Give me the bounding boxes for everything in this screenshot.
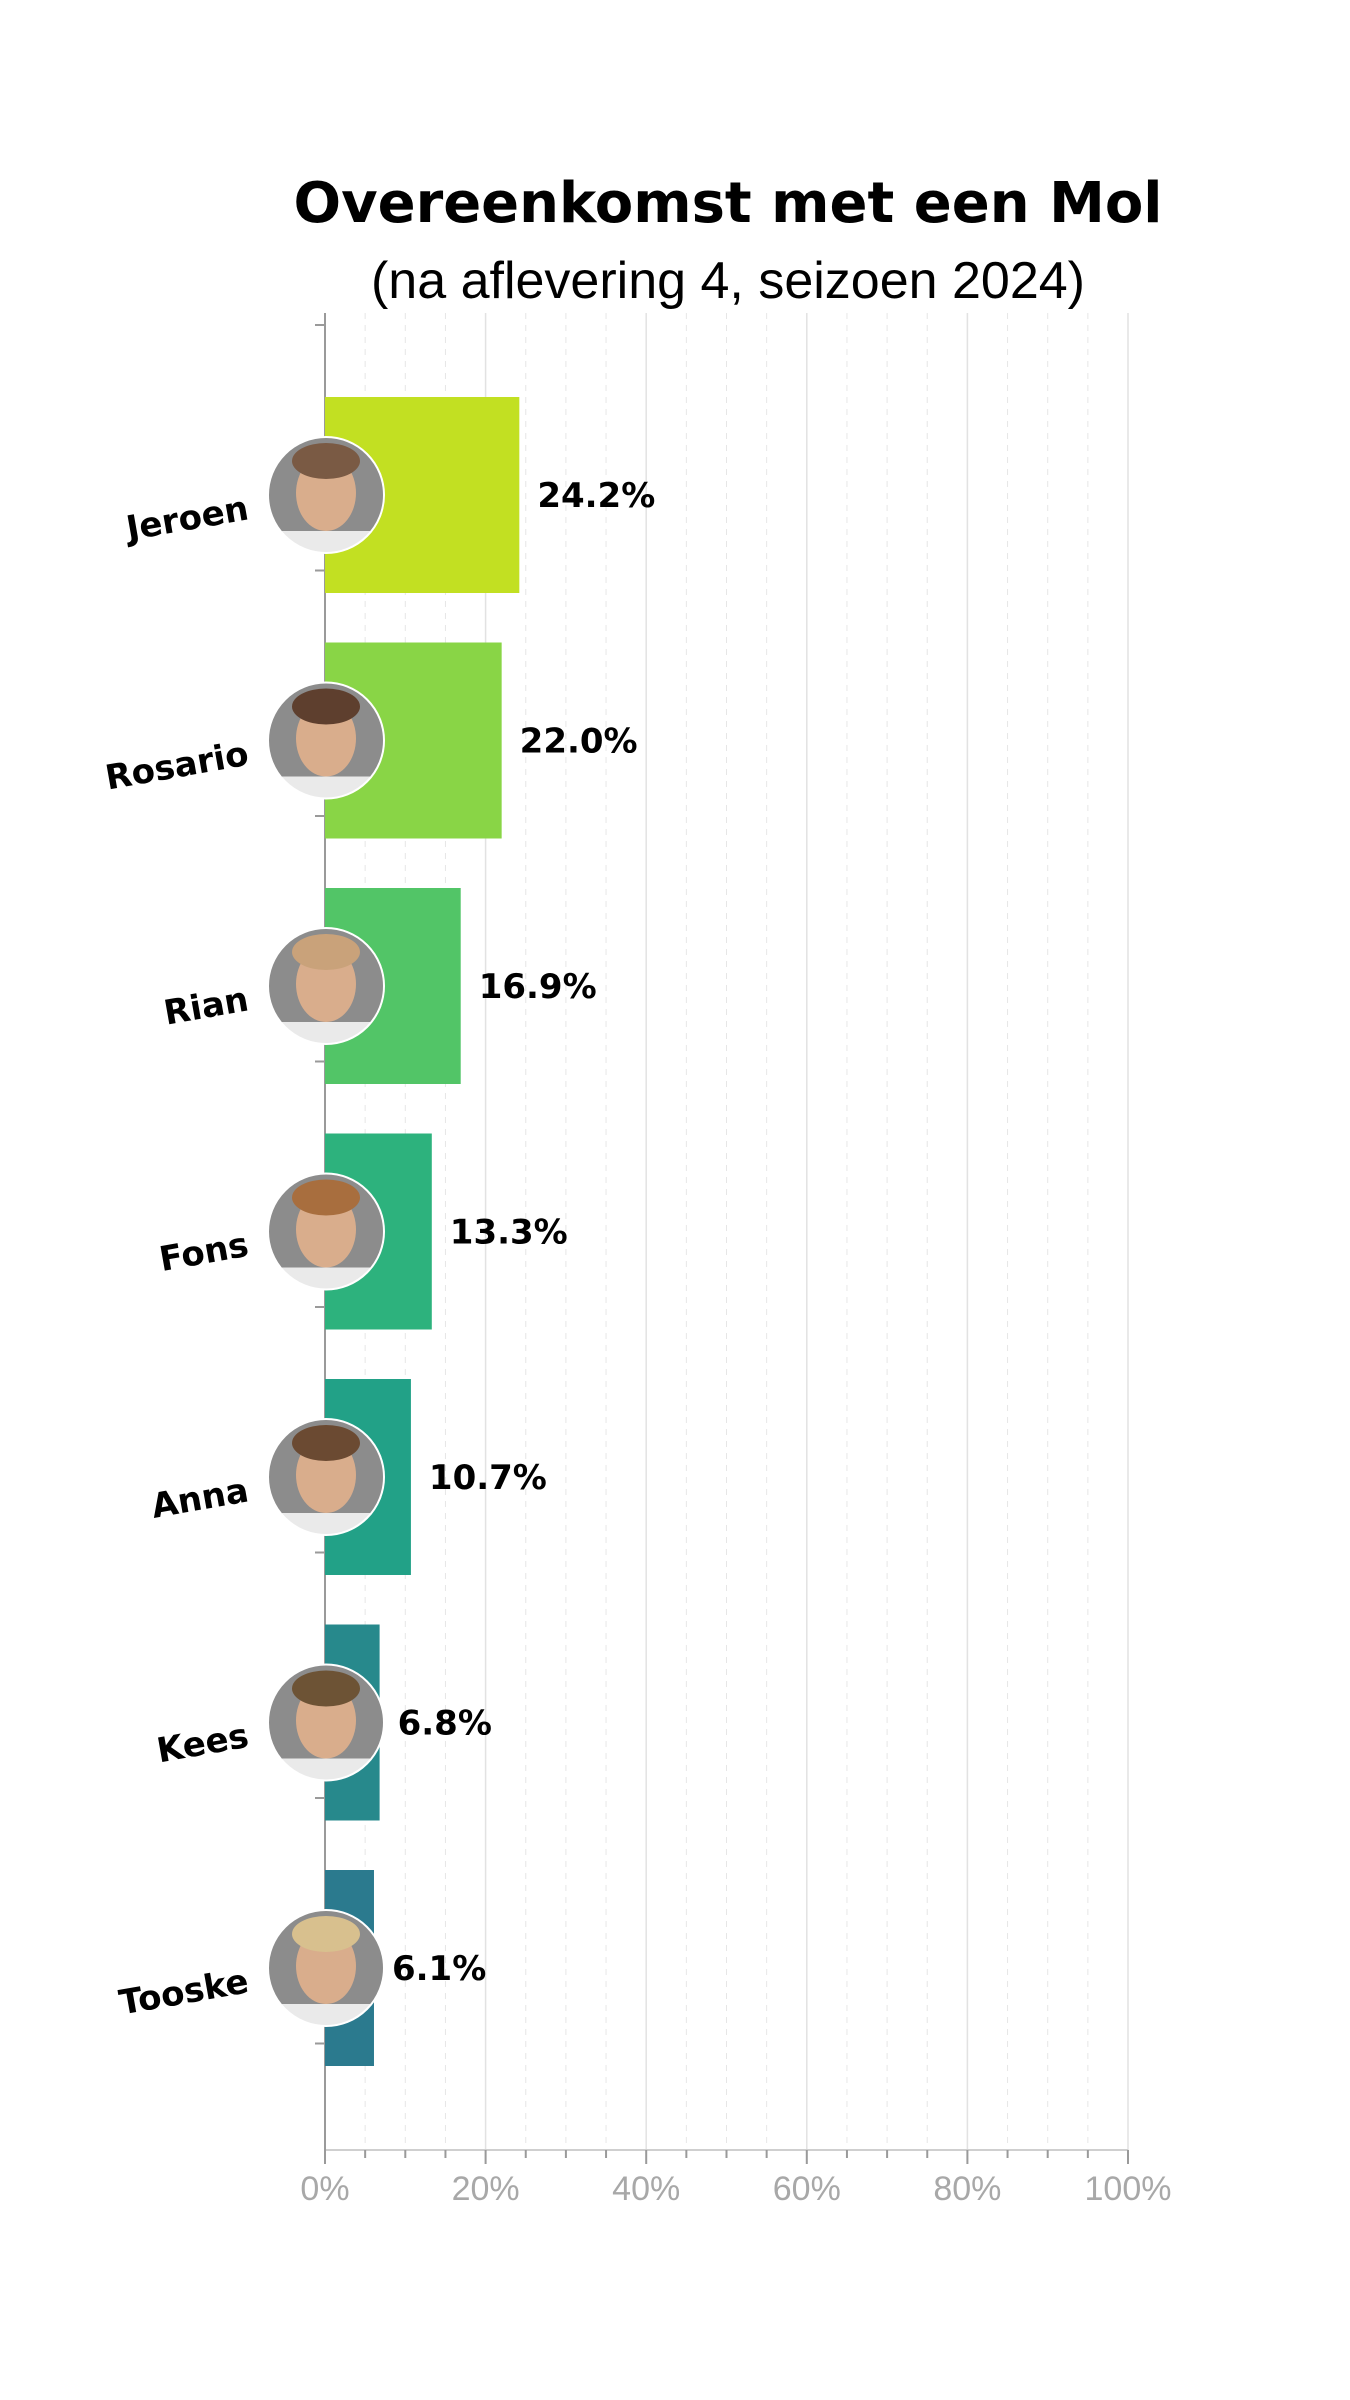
value-label-rosario: 22.0% xyxy=(520,722,638,762)
category-label-jeroen: Jeroen xyxy=(121,488,251,549)
chart-title: Overeenkomst met een Mol xyxy=(293,171,1162,236)
category-label-kees: Kees xyxy=(154,1716,252,1771)
value-label-fons: 13.3% xyxy=(450,1213,568,1253)
portrait-hair xyxy=(292,1179,360,1216)
value-label-anna: 10.7% xyxy=(429,1458,547,1498)
portrait-ring xyxy=(267,927,385,1045)
portrait-hair xyxy=(292,934,360,970)
portrait-hair xyxy=(292,1425,360,1461)
category-label-rosario: Rosario xyxy=(102,734,251,798)
category-label-anna: Anna xyxy=(148,1470,251,1526)
portrait-shirt xyxy=(282,776,370,799)
category-label-tooske: Tooske xyxy=(116,1961,251,2023)
portrait-shirt xyxy=(282,1267,370,1290)
portrait-hair xyxy=(292,688,360,725)
x-tick-label: 100% xyxy=(1085,2170,1172,2208)
portrait-ring xyxy=(267,1663,385,1782)
portrait-ring xyxy=(267,436,385,554)
x-tick-label: 20% xyxy=(452,2170,520,2208)
x-tick-label: 60% xyxy=(773,2170,841,2208)
value-label-rian: 16.9% xyxy=(479,967,597,1007)
portrait-rian xyxy=(268,928,384,1044)
portrait-ring xyxy=(267,1172,385,1291)
value-label-tooske: 6.1% xyxy=(392,1949,486,1989)
x-tick-label: 80% xyxy=(933,2170,1001,2208)
portrait-shirt xyxy=(282,2004,370,2026)
portrait-fons xyxy=(268,1173,384,1290)
portrait-kees xyxy=(268,1664,384,1781)
portrait-shirt xyxy=(282,1758,370,1781)
portrait-ring xyxy=(267,681,385,800)
x-tick-label: 40% xyxy=(612,2170,680,2208)
x-tick-label: 0% xyxy=(300,2170,349,2208)
axes: 0% 20% 40% 60% 80% 100% xyxy=(300,313,1171,2208)
portrait-hair xyxy=(292,1670,360,1707)
portrait-shirt xyxy=(282,1513,370,1535)
portrait-jeroen xyxy=(268,437,384,553)
portrait-shirt xyxy=(282,1022,370,1044)
category-label-rian: Rian xyxy=(161,979,252,1033)
portrait-hair xyxy=(292,1916,360,1952)
value-label-jeroen: 24.2% xyxy=(537,476,655,516)
portrait-tooske xyxy=(268,1910,384,2026)
portrait-ring xyxy=(267,1909,385,2027)
portrait-shirt xyxy=(282,531,370,553)
portrait-anna xyxy=(268,1419,384,1535)
chart-subtitle: (na aflevering 4, seizoen 2024) xyxy=(371,252,1085,310)
category-label-fons: Fons xyxy=(156,1225,251,1280)
labels: 24.2% Jeroen 22.0% Rosario 16.9% Rian 13.3% Fon… xyxy=(102,436,655,2027)
portrait-ring xyxy=(267,1418,385,1536)
portrait-rosario xyxy=(268,682,384,799)
value-label-kees: 6.8% xyxy=(398,1704,492,1744)
portrait-hair xyxy=(292,443,360,479)
